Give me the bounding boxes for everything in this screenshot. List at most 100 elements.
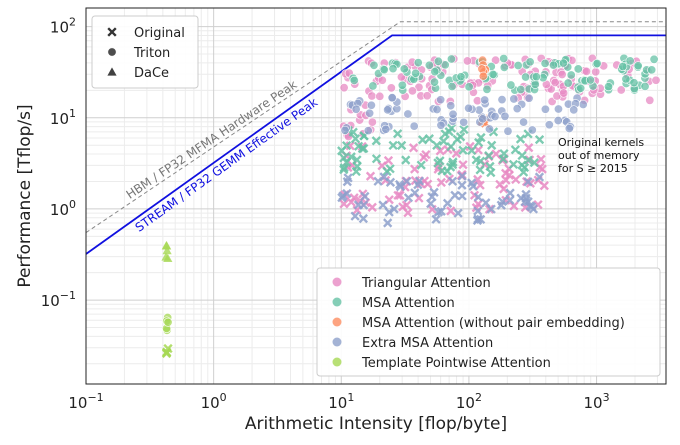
data-point-circle xyxy=(512,104,522,114)
data-point-circle xyxy=(513,61,523,71)
data-point-x xyxy=(473,174,483,185)
data-point-circle xyxy=(548,60,558,70)
data-point-circle xyxy=(163,317,173,327)
data-point-x xyxy=(435,146,445,156)
data-point-x xyxy=(445,162,456,172)
data-point-x xyxy=(457,171,467,181)
data-point-circle xyxy=(446,54,456,64)
data-point-x xyxy=(534,172,545,182)
data-point-circle xyxy=(433,56,443,66)
data-point-x xyxy=(367,202,377,212)
data-point-x xyxy=(161,347,172,357)
data-point-x xyxy=(446,141,456,152)
data-point-x xyxy=(510,145,521,155)
data-point-circle xyxy=(436,95,446,105)
plot-frame xyxy=(85,7,667,385)
x-tick-label: 100 xyxy=(201,391,227,412)
data-point-circle xyxy=(649,54,659,64)
data-point-circle xyxy=(576,83,586,93)
x-tick-label: 101 xyxy=(328,391,354,412)
data-point-circle xyxy=(509,94,519,104)
tick-exponent: −1 xyxy=(87,391,103,404)
data-point-x xyxy=(458,145,468,155)
data-point-triangle xyxy=(163,253,173,263)
data-point-circle xyxy=(531,72,541,82)
data-point-circle xyxy=(500,111,510,121)
data-point-x xyxy=(353,200,364,210)
data-point-x xyxy=(431,214,441,224)
data-point-circle xyxy=(464,103,474,113)
legend-swatch-template-pointwise-attention xyxy=(332,357,342,367)
data-point-circle xyxy=(592,59,602,69)
tick-exponent: 0 xyxy=(69,198,76,211)
data-point-circle xyxy=(585,75,595,85)
y-tick-label: 100 xyxy=(50,198,76,219)
series-msa-attention xyxy=(337,53,659,178)
data-point-x xyxy=(417,135,428,145)
data-point-circle xyxy=(566,70,576,80)
data-point-x xyxy=(537,164,547,174)
tick-base: 10 xyxy=(68,394,87,412)
series-extra-msa-attention xyxy=(337,93,588,228)
data-point-circle xyxy=(573,64,583,74)
data-point-x xyxy=(395,190,405,201)
data-point-circle xyxy=(368,81,378,91)
data-point-circle xyxy=(422,91,432,101)
data-point-circle xyxy=(550,77,560,87)
data-point-x xyxy=(440,129,450,139)
annotation-line: Original kernels xyxy=(558,136,644,149)
y-axis-label: Performance [Tflop/s] xyxy=(15,104,35,287)
data-point-x xyxy=(427,192,437,202)
legend-swatch-extra-msa-attention xyxy=(332,337,342,347)
series-template-pointwise-attention xyxy=(161,241,173,359)
data-point-circle xyxy=(647,65,657,75)
tick-base: 10 xyxy=(50,201,69,219)
data-point-circle xyxy=(618,62,628,72)
y-tick-label: 102 xyxy=(50,16,76,37)
data-point-x xyxy=(487,140,497,150)
tick-exponent: 1 xyxy=(347,391,354,404)
data-point-x xyxy=(458,160,468,170)
data-point-x xyxy=(350,211,360,221)
data-point-x xyxy=(450,190,460,200)
data-point-x xyxy=(358,213,369,224)
data-point-x xyxy=(499,148,509,159)
data-point-x xyxy=(453,208,463,218)
data-point-circle xyxy=(506,80,516,90)
tick-base: 10 xyxy=(328,394,347,412)
data-point-x xyxy=(371,154,382,164)
data-point-circle xyxy=(645,95,655,105)
data-point-x xyxy=(438,136,449,146)
rooflines xyxy=(86,21,666,255)
data-point-circle xyxy=(363,126,373,136)
data-point-circle xyxy=(530,79,540,89)
data-point-circle xyxy=(625,56,635,66)
data-point-x xyxy=(388,140,398,151)
data-point-circle xyxy=(521,72,531,82)
data-point-circle xyxy=(367,117,377,127)
data-point-x xyxy=(448,157,458,167)
data-point-circle xyxy=(424,60,434,70)
data-point-x xyxy=(360,191,370,202)
data-point-x xyxy=(446,206,456,216)
marker-legend: Original Triton DaCe xyxy=(91,15,199,89)
data-point-circle xyxy=(407,86,417,96)
data-point-x xyxy=(524,143,534,153)
data-point-x xyxy=(389,204,399,214)
data-point-circle xyxy=(651,75,661,85)
legend-triangle-marker xyxy=(107,67,117,76)
data-point-x xyxy=(504,170,514,180)
legend-label-dace: DaCe xyxy=(134,66,169,81)
annotation-line: out of memory xyxy=(558,149,640,162)
data-point-x xyxy=(382,166,392,177)
data-point-x xyxy=(383,155,394,166)
tick-exponent: 2 xyxy=(69,16,76,29)
data-point-circle xyxy=(349,75,359,85)
data-point-x xyxy=(365,171,376,181)
data-point-x xyxy=(499,184,509,194)
data-point-x xyxy=(351,166,361,177)
data-point-x xyxy=(491,149,501,159)
data-point-x xyxy=(442,198,453,208)
effective-peak-roofline xyxy=(86,34,666,255)
data-point-circle xyxy=(365,108,375,118)
